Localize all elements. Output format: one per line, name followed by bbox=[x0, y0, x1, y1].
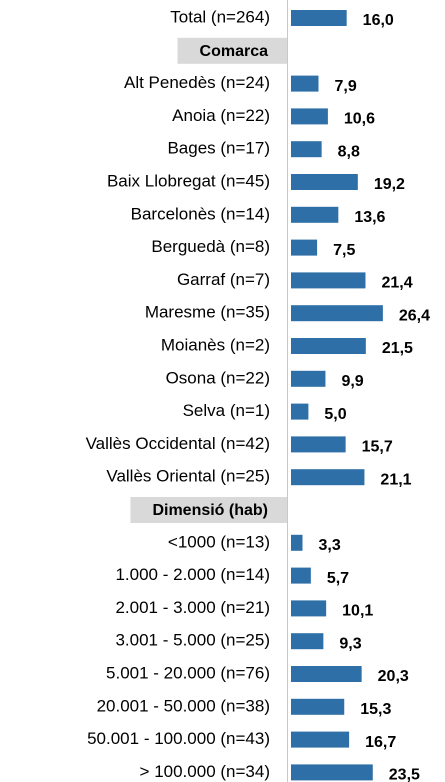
value-label: 3,3 bbox=[318, 537, 340, 554]
value-label: 10,1 bbox=[342, 603, 373, 620]
value-label: 5,7 bbox=[327, 570, 349, 587]
value-label: 9,9 bbox=[341, 373, 363, 390]
section-header: Comarca bbox=[200, 43, 269, 60]
bar bbox=[291, 338, 366, 354]
bar bbox=[291, 469, 365, 486]
bar bbox=[291, 239, 318, 256]
value-label: 10,6 bbox=[344, 111, 375, 128]
category-label: Maresme (n=35) bbox=[145, 303, 270, 322]
value-label: 23,5 bbox=[389, 767, 420, 782]
section-header-bg bbox=[130, 497, 287, 523]
bar bbox=[291, 403, 309, 420]
value-label: 26,4 bbox=[399, 307, 430, 324]
bar bbox=[291, 731, 350, 748]
category-label: Anoia (n=22) bbox=[172, 106, 270, 125]
category-label: Baix Llobregat (n=45) bbox=[107, 171, 270, 190]
category-label: Total (n=264) bbox=[170, 7, 270, 26]
category-label: 50.001 - 100.000 (n=43) bbox=[87, 729, 270, 748]
bar bbox=[291, 75, 319, 92]
bar bbox=[291, 436, 346, 453]
value-label: 7,9 bbox=[334, 78, 356, 95]
category-label: 20.001 - 50.000 (n=38) bbox=[97, 696, 270, 715]
bar bbox=[291, 141, 322, 158]
value-label: 20,3 bbox=[378, 668, 409, 685]
bar bbox=[291, 174, 358, 190]
value-label: 21,5 bbox=[382, 340, 413, 357]
value-label: 5,0 bbox=[324, 406, 346, 423]
category-label: Bages (n=17) bbox=[167, 139, 270, 158]
category-label: 2.001 - 3.000 (n=21) bbox=[115, 598, 270, 617]
bar bbox=[291, 567, 311, 584]
category-label: Vallès Oriental (n=25) bbox=[106, 467, 270, 486]
value-label: 19,2 bbox=[374, 176, 405, 193]
section-header: Dimensió (hab) bbox=[152, 502, 268, 519]
category-label: Osona (n=22) bbox=[166, 368, 270, 387]
category-label: Barcelonès (n=14) bbox=[131, 204, 270, 223]
bar bbox=[291, 698, 345, 715]
bar bbox=[291, 305, 383, 322]
category-label: <1000 (n=13) bbox=[168, 532, 270, 551]
bar bbox=[291, 206, 339, 223]
bar bbox=[291, 108, 328, 125]
value-label: 16,7 bbox=[365, 734, 396, 751]
value-label: 8,8 bbox=[338, 143, 360, 160]
value-label: 7,5 bbox=[333, 242, 355, 259]
bar bbox=[291, 272, 366, 289]
category-label: Alt Penedès (n=24) bbox=[124, 73, 270, 92]
bar bbox=[291, 10, 347, 26]
value-label: 13,6 bbox=[354, 209, 385, 226]
value-label: 16,0 bbox=[363, 12, 394, 29]
value-label: 9,3 bbox=[339, 635, 361, 652]
bar bbox=[291, 633, 324, 650]
value-label: 21,1 bbox=[380, 471, 411, 488]
category-label: Vallès Occidental (n=42) bbox=[86, 434, 270, 453]
bar bbox=[291, 666, 362, 682]
category-label: Berguedà (n=8) bbox=[151, 237, 270, 256]
value-label: 21,4 bbox=[381, 275, 412, 292]
value-label: 15,7 bbox=[362, 439, 393, 456]
category-label: 5.001 - 20.000 (n=76) bbox=[106, 663, 270, 682]
category-label: 1.000 - 2.000 (n=14) bbox=[115, 565, 270, 584]
category-label: Garraf (n=7) bbox=[177, 270, 270, 289]
category-label: 3.001 - 5.000 (n=25) bbox=[115, 631, 270, 650]
section-header-bg bbox=[177, 37, 287, 64]
bar bbox=[291, 534, 303, 551]
bar bbox=[291, 600, 327, 617]
category-label: Selva (n=1) bbox=[183, 401, 270, 420]
value-label: 15,3 bbox=[360, 701, 391, 718]
bar bbox=[291, 764, 373, 781]
bar bbox=[291, 370, 326, 387]
category-label: Moianès (n=2) bbox=[161, 335, 270, 354]
category-label: > 100.000 (n=34) bbox=[140, 762, 270, 781]
